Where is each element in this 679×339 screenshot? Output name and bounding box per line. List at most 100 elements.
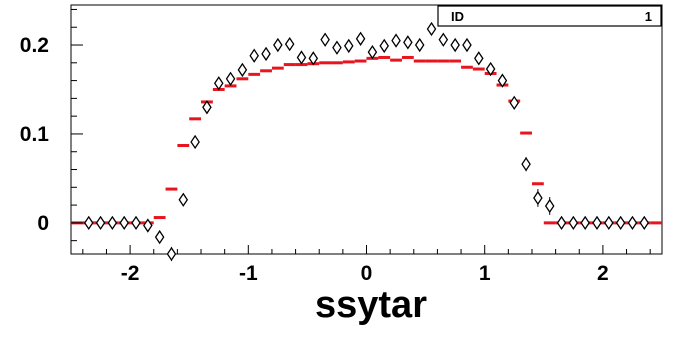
data-point (615, 215, 626, 231)
data-point (131, 215, 141, 231)
diamond-marker (178, 192, 189, 207)
diamond-marker (296, 50, 307, 65)
histogram-series (71, 55, 662, 225)
data-point (320, 32, 330, 47)
diamond-marker (544, 198, 555, 214)
diamond-marker (190, 134, 200, 150)
stats-box: ID 1 (437, 5, 662, 27)
data-point (592, 215, 602, 231)
data-point (119, 215, 129, 231)
data-point (308, 51, 319, 66)
data-point (178, 192, 189, 207)
diamond-marker (166, 246, 177, 262)
data-point (343, 38, 354, 54)
data-point (190, 134, 200, 150)
diamond-marker (639, 215, 650, 231)
diamond-marker (143, 218, 153, 233)
diamond-marker (391, 33, 401, 48)
diamond-marker (107, 215, 118, 231)
data-point (273, 37, 283, 53)
diamond-marker (627, 215, 638, 231)
diamond-marker (83, 215, 94, 231)
data-point (426, 21, 437, 37)
x-tick-label: -2 (121, 262, 140, 285)
data-point (627, 215, 638, 231)
diamond-marker (403, 35, 413, 50)
diamond-marker (414, 37, 425, 53)
data-point (568, 215, 579, 231)
data-point (166, 246, 177, 262)
data-point (462, 37, 472, 53)
data-point (509, 95, 520, 110)
data-point (296, 50, 307, 65)
data-point (521, 157, 531, 172)
x-axis-title: ssytar (315, 284, 427, 326)
diamond-marker (261, 46, 271, 62)
diamond-marker (202, 100, 212, 115)
diamond-marker (249, 48, 259, 63)
data-point (367, 44, 378, 60)
data-point (83, 215, 94, 231)
diamond-marker (615, 215, 626, 231)
diamond-marker (95, 215, 106, 231)
data-point (213, 76, 224, 91)
data-point (225, 71, 236, 86)
diamond-marker (355, 31, 366, 46)
diamond-marker (367, 44, 378, 60)
diamond-marker (556, 215, 567, 231)
diamond-marker (154, 229, 165, 245)
data-point (379, 38, 390, 54)
data-point (107, 215, 118, 231)
diamond-marker (225, 71, 236, 86)
diamond-marker (438, 32, 449, 47)
data-point (391, 33, 401, 48)
diamond-marker (592, 215, 602, 231)
data-point (639, 215, 650, 231)
data-point (355, 31, 366, 46)
diamond-marker (343, 38, 354, 54)
data-point (604, 215, 614, 231)
data-point (414, 37, 425, 53)
data-point (485, 61, 496, 77)
diamond-marker (497, 73, 508, 88)
diamond-marker (580, 215, 590, 231)
diamond-marker (568, 215, 579, 231)
stats-box-frame (437, 5, 662, 27)
y-tick-label: 0.1 (20, 123, 50, 146)
diamond-marker (284, 36, 295, 52)
data-point (533, 189, 543, 207)
data-point (154, 229, 165, 245)
diamond-marker (426, 21, 437, 37)
diamond-marker (320, 32, 330, 47)
diamond-marker (450, 37, 460, 53)
data-point (249, 48, 259, 63)
diamond-marker (509, 95, 520, 110)
diamond-marker (273, 37, 283, 53)
diamond-marker (462, 37, 472, 53)
diamond-marker (485, 61, 496, 77)
data-point (403, 35, 413, 50)
diamond-marker (131, 215, 141, 231)
x-axis: -2 -1 0 1 2 (82, 245, 651, 285)
data-point (580, 215, 590, 231)
data-point (284, 36, 295, 52)
marker-series (83, 21, 650, 262)
diamond-marker (332, 40, 342, 55)
diamond-marker (308, 51, 319, 66)
data-point (474, 51, 484, 66)
x-tick-label: 1 (479, 262, 491, 285)
diamond-marker (237, 62, 248, 78)
data-point (237, 62, 248, 78)
data-point (143, 218, 153, 233)
diamond-marker (474, 51, 484, 66)
x-tick-label: 0 (361, 262, 373, 285)
data-point (544, 197, 555, 215)
diamond-marker (213, 76, 224, 91)
data-point (202, 100, 212, 115)
diamond-marker (119, 215, 129, 231)
x-tick-label: -1 (239, 262, 258, 285)
x-tick-label: 2 (597, 262, 609, 285)
y-axis: 0 0.1 0.2 (20, 8, 83, 242)
data-point (556, 215, 567, 231)
data-point (261, 46, 271, 62)
